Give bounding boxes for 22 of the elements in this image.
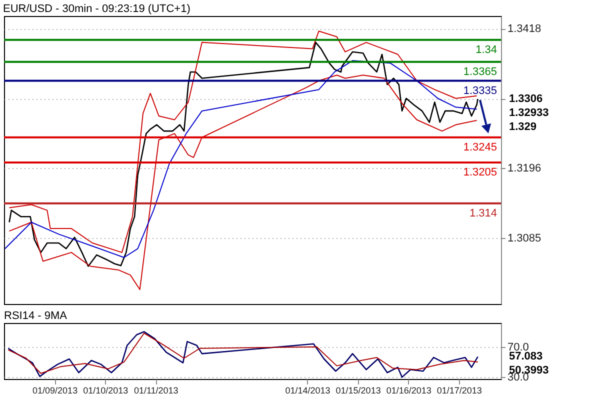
x-tick-label: 01/16/2013 <box>386 386 432 396</box>
x-tick-label: 01/14/2013 <box>285 386 330 396</box>
text: 1.32933 <box>509 107 549 120</box>
x-tick-label: 01/11/2013 <box>134 386 178 396</box>
x-tick-label: 01/09/2013 <box>32 386 78 396</box>
text: 1.329 <box>509 121 537 134</box>
y-tick-label: 1.3085 <box>508 232 542 244</box>
x-tick-label: 01/15/2013 <box>336 386 381 396</box>
ref-line-label: 1.314 <box>469 207 497 220</box>
chart-title: EUR/USD - 30min - 09:23:19 (UTC+1) <box>3 3 190 15</box>
ref-line-label: 1.3205 <box>463 166 497 179</box>
x-tick-label: 01/10/2013 <box>83 386 128 396</box>
y-tick-label: 1.3418 <box>508 23 542 36</box>
ref-line-label: 1.3335 <box>463 84 497 97</box>
ref-line-label: 1.3365 <box>463 66 497 78</box>
ref-line-label: 1.3245 <box>463 141 497 154</box>
y-tick-label: 1.3196 <box>508 162 542 175</box>
text: 57.083 <box>509 350 543 363</box>
ref-line-label: 1.34 <box>476 44 497 56</box>
text: 1.3306 <box>509 93 543 106</box>
x-tick-label: 01/17/2013 <box>436 386 482 396</box>
chart-title: RSI14 - 9MA <box>4 310 68 322</box>
